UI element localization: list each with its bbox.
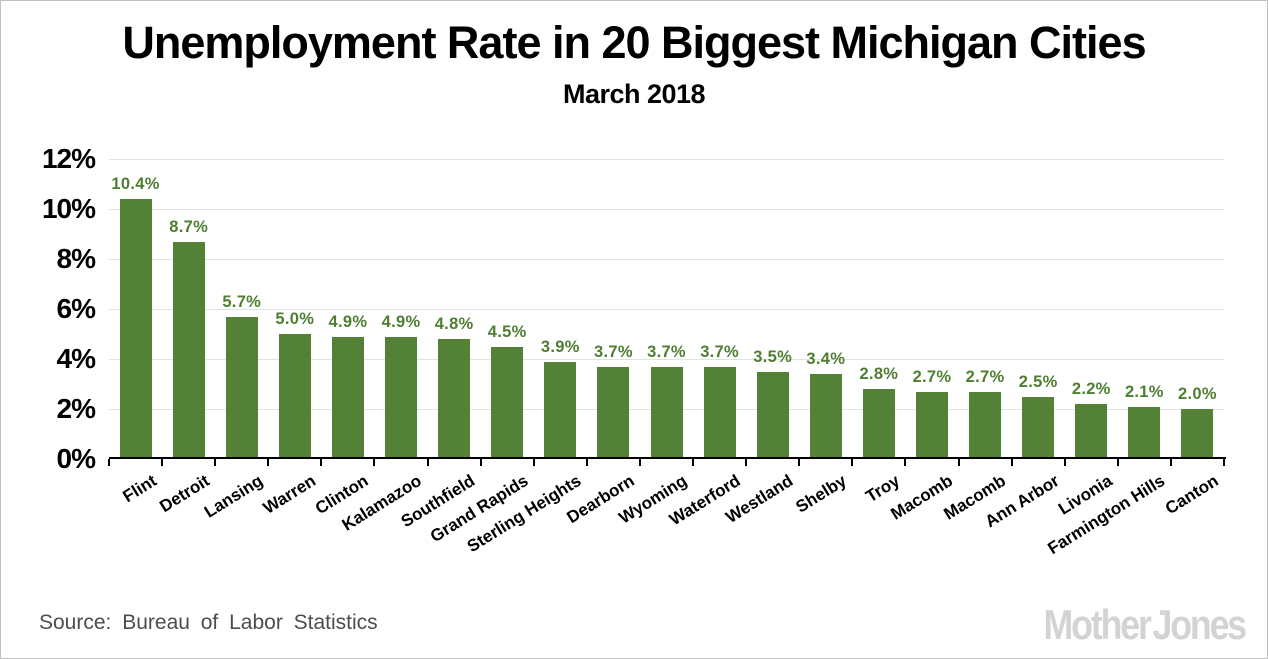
bar-farmington-hills [1128, 406, 1161, 459]
axis-tick [161, 459, 164, 466]
bar-value-label: 3.4% [806, 350, 846, 368]
axis-tick [585, 459, 588, 466]
bar-value-label: 4.9% [381, 312, 421, 331]
bar-westland [756, 371, 789, 459]
axis-tick [798, 459, 801, 466]
bar-value-label: 8.7% [169, 217, 209, 236]
bar-macomb [969, 391, 1002, 459]
axis-tick [214, 459, 217, 466]
y-axis-label: 6% [56, 293, 96, 324]
bar-value-label: 4.8% [434, 315, 474, 333]
axis-tick [373, 459, 376, 466]
axis-tick [692, 459, 695, 466]
bar-lansing [225, 316, 258, 459]
source-note: Source: Bureau of Labor Statistics [39, 611, 378, 634]
bar-value-label: 2.0% [1178, 385, 1217, 403]
x-tick-label-text: Canton [1161, 471, 1222, 519]
bar-value-label: 2.1% [1124, 382, 1164, 401]
x-tick-label-text: Warren [259, 471, 319, 518]
bar-value-label: 2.2% [1071, 380, 1111, 398]
y-axis-label: 4% [56, 343, 96, 374]
bar-value-label: 3.5% [753, 347, 793, 366]
gridline-10 [109, 209, 1224, 210]
bar-shelby [809, 374, 842, 459]
bar-value-label: 10.4% [111, 175, 160, 193]
bar-value-label: 2.7% [965, 367, 1005, 386]
gridline-8 [109, 259, 1224, 260]
bar-value-label: 3.9% [540, 337, 580, 356]
bar-kalamazoo [385, 336, 418, 459]
gridline-12 [109, 159, 1224, 160]
bar-canton [1181, 409, 1214, 459]
bar-value-label: 2.5% [1018, 372, 1058, 391]
bar-macomb [915, 391, 948, 459]
bar-ann-arbor [1022, 396, 1055, 459]
axis-tick [1223, 459, 1225, 466]
axis-tick [1010, 459, 1013, 466]
y-axis-label: 12% [41, 143, 96, 174]
axis-tick [532, 459, 535, 466]
bar-value-label: 5.7% [222, 292, 262, 311]
bar-troy [862, 389, 895, 459]
x-axis-line [109, 457, 1226, 459]
chart-subtitle: March 2018 [562, 79, 706, 109]
y-axis-label: 10% [41, 193, 96, 224]
bar-detroit [172, 241, 205, 459]
axis-tick [851, 459, 854, 466]
axis-tick [108, 459, 110, 466]
bar-warren [278, 334, 311, 459]
x-tick-label-text: Flint [119, 471, 160, 507]
bar-flint [119, 199, 152, 459]
axis-tick [479, 459, 482, 466]
bar-value-label: 4.9% [328, 312, 368, 331]
motherjones-logo: Mother Jones [1043, 601, 1248, 648]
bar-grand-rapids [491, 346, 524, 459]
y-axis-label: 2% [56, 393, 96, 424]
bar-value-label: 2.8% [859, 365, 899, 383]
x-tick-label-text: Lansing [200, 471, 266, 522]
bar-value-label: 5.0% [275, 310, 315, 328]
bar-value-label: 2.7% [912, 367, 952, 386]
x-tick-label-text: Shelby [792, 471, 850, 517]
bar-value-label: 4.5% [487, 322, 527, 341]
gridline-4 [109, 359, 1224, 360]
axis-tick [638, 459, 641, 466]
y-axis-label: 8% [56, 243, 96, 274]
bar-southfield [438, 339, 471, 459]
axis-tick [267, 459, 270, 466]
axis-tick [745, 459, 748, 466]
axis-tick [1063, 459, 1066, 466]
y-axis-label: 0% [56, 443, 96, 474]
axis-tick [426, 459, 429, 466]
bar-value-label: 3.7% [700, 342, 739, 361]
bar-sterling-heights [544, 361, 577, 459]
bar-livonia [1075, 404, 1108, 459]
bar-clinton [331, 336, 364, 459]
bar-value-label: 3.7% [647, 342, 686, 361]
gridline-6 [109, 309, 1224, 310]
bar-wyoming [650, 366, 683, 459]
chart-title: Unemployment Rate in 20 Biggest Michigan… [122, 17, 1146, 68]
axis-tick [320, 459, 323, 466]
axis-tick [957, 459, 960, 466]
axis-tick [1116, 459, 1119, 466]
axis-tick [1169, 459, 1172, 466]
bar-value-label: 3.7% [593, 342, 633, 361]
axis-tick [904, 459, 907, 466]
bar-dearborn [597, 366, 630, 459]
bar-waterford [703, 366, 736, 459]
